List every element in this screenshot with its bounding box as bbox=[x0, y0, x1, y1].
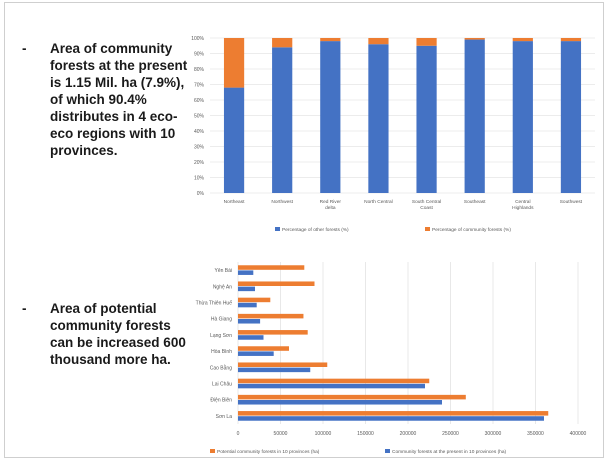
bar-other-forests bbox=[272, 47, 293, 193]
x-tick-label: Red River bbox=[320, 199, 342, 205]
bar-community-forests bbox=[560, 38, 582, 42]
bar-community-forests bbox=[272, 38, 293, 48]
bar-potential-forests bbox=[238, 265, 305, 270]
bar-community-forests bbox=[223, 38, 245, 88]
bar-other-forests bbox=[368, 44, 389, 194]
bar-present-forests bbox=[238, 270, 254, 275]
y-tick-label: Thừa Thiên Huế bbox=[196, 301, 233, 307]
x-tick-label: 50000 bbox=[274, 431, 288, 437]
y-tick-label: 50% bbox=[194, 114, 205, 120]
bar-other-forests bbox=[560, 41, 582, 193]
x-tick-label: 400000 bbox=[570, 431, 587, 437]
bar-other-forests bbox=[464, 39, 485, 193]
bar-potential-forests bbox=[238, 394, 466, 400]
bullet-text: Area of community forests at the present… bbox=[50, 41, 188, 158]
slide-frame bbox=[4, 2, 604, 458]
bar-potential-forests bbox=[238, 330, 308, 335]
legend-swatch bbox=[210, 449, 215, 453]
x-tick-label: Southeast bbox=[464, 199, 486, 205]
y-tick-label: 30% bbox=[194, 145, 205, 151]
x-tick-label: 350000 bbox=[527, 431, 544, 437]
bar-community-forests bbox=[416, 38, 437, 46]
bar-present-forests bbox=[238, 351, 274, 356]
legend-present-forests: Community forests at the present in 10 p… bbox=[392, 449, 507, 455]
y-tick-label: 0% bbox=[197, 191, 205, 197]
y-tick-label: 10% bbox=[194, 176, 205, 182]
bar-potential-forests bbox=[238, 378, 430, 384]
y-tick-label: 90% bbox=[194, 52, 205, 58]
bar-community-forests bbox=[320, 38, 341, 42]
legend-swatch bbox=[425, 227, 430, 231]
y-tick-label: Cao Bằng bbox=[210, 364, 232, 371]
y-tick-label: 40% bbox=[194, 129, 205, 135]
x-tick-label: 300000 bbox=[485, 431, 502, 437]
bar-potential-forests bbox=[238, 411, 549, 416]
x-tick-label: South Central bbox=[412, 199, 441, 205]
y-tick-label: 70% bbox=[194, 83, 205, 89]
x-tick-label: 200000 bbox=[400, 431, 417, 437]
legend-other-forests: Percentage of other forests (%) bbox=[282, 227, 349, 233]
y-tick-label: 100% bbox=[191, 36, 204, 42]
y-tick-label: Nghệ An bbox=[213, 284, 232, 290]
x-tick-label: Highlands bbox=[512, 205, 534, 211]
bar-present-forests bbox=[238, 383, 425, 389]
horizontal-bar-chart: 0 50000 100000 150000 200000 250000 300000 3500… bbox=[196, 262, 587, 455]
x-tick-label: Southwest bbox=[560, 199, 583, 205]
bar-present-forests bbox=[238, 416, 544, 421]
legend-swatch bbox=[385, 449, 390, 453]
x-tick-label: 100000 bbox=[315, 431, 332, 437]
bar-other-forests bbox=[223, 87, 245, 193]
x-tick-label: Northwest bbox=[271, 199, 293, 205]
y-tick-label: Yên Bái bbox=[214, 268, 232, 274]
bar-present-forests bbox=[238, 400, 442, 405]
stacked-percent-bar-chart: 0% 10% 20% 30% 40% 50% 60% 70% 80% 90% 100% Northea… bbox=[191, 36, 595, 233]
bar-potential-forests bbox=[238, 281, 315, 286]
y-tick-label: 80% bbox=[194, 67, 205, 73]
bar-other-forests bbox=[320, 41, 341, 193]
bullet-marker: - bbox=[22, 41, 27, 56]
bar-other-forests bbox=[512, 41, 533, 193]
bar-potential-forests bbox=[238, 362, 328, 367]
bar-present-forests bbox=[238, 302, 257, 308]
legend-potential-forests: Potential community forests in 10 provin… bbox=[217, 449, 320, 455]
bullet-marker: - bbox=[22, 301, 27, 316]
y-tick-label: Lai Châu bbox=[212, 382, 232, 388]
x-tick-label: Coast bbox=[420, 205, 433, 211]
legend-swatch bbox=[275, 227, 280, 231]
y-tick-label: Hòa Bình bbox=[211, 349, 232, 355]
bar-community-forests bbox=[512, 38, 533, 42]
y-tick-label: 20% bbox=[194, 160, 205, 166]
bar-present-forests bbox=[238, 335, 264, 340]
x-tick-label: 150000 bbox=[357, 431, 374, 437]
y-tick-label: Lạng Sơn bbox=[210, 333, 232, 339]
x-tick-label: 250000 bbox=[442, 431, 459, 437]
x-tick-label: delta bbox=[325, 205, 336, 211]
bar-present-forests bbox=[238, 319, 261, 324]
y-tick-label: Hà Giang bbox=[211, 317, 232, 323]
bar-potential-forests bbox=[238, 297, 271, 303]
bar-community-forests bbox=[368, 38, 389, 45]
bar-other-forests bbox=[416, 45, 437, 193]
bullet-text: Area of potential community forests can … bbox=[50, 301, 186, 367]
bar-present-forests bbox=[238, 286, 255, 292]
bar-potential-forests bbox=[238, 313, 304, 319]
bar-present-forests bbox=[238, 367, 311, 373]
x-tick-label: Northeast bbox=[224, 199, 245, 205]
x-tick-label: North Central bbox=[364, 199, 393, 205]
bar-community-forests bbox=[464, 38, 485, 40]
y-tick-label: 60% bbox=[194, 98, 205, 104]
y-tick-label: Điện Biên bbox=[210, 398, 232, 404]
x-tick-label: 0 bbox=[237, 431, 240, 437]
bar-potential-forests bbox=[238, 346, 289, 351]
legend-community-forests: Percentage of community forests (%) bbox=[432, 227, 511, 233]
y-tick-label: Sơn La bbox=[216, 414, 233, 420]
x-tick-label: Central bbox=[515, 199, 530, 205]
